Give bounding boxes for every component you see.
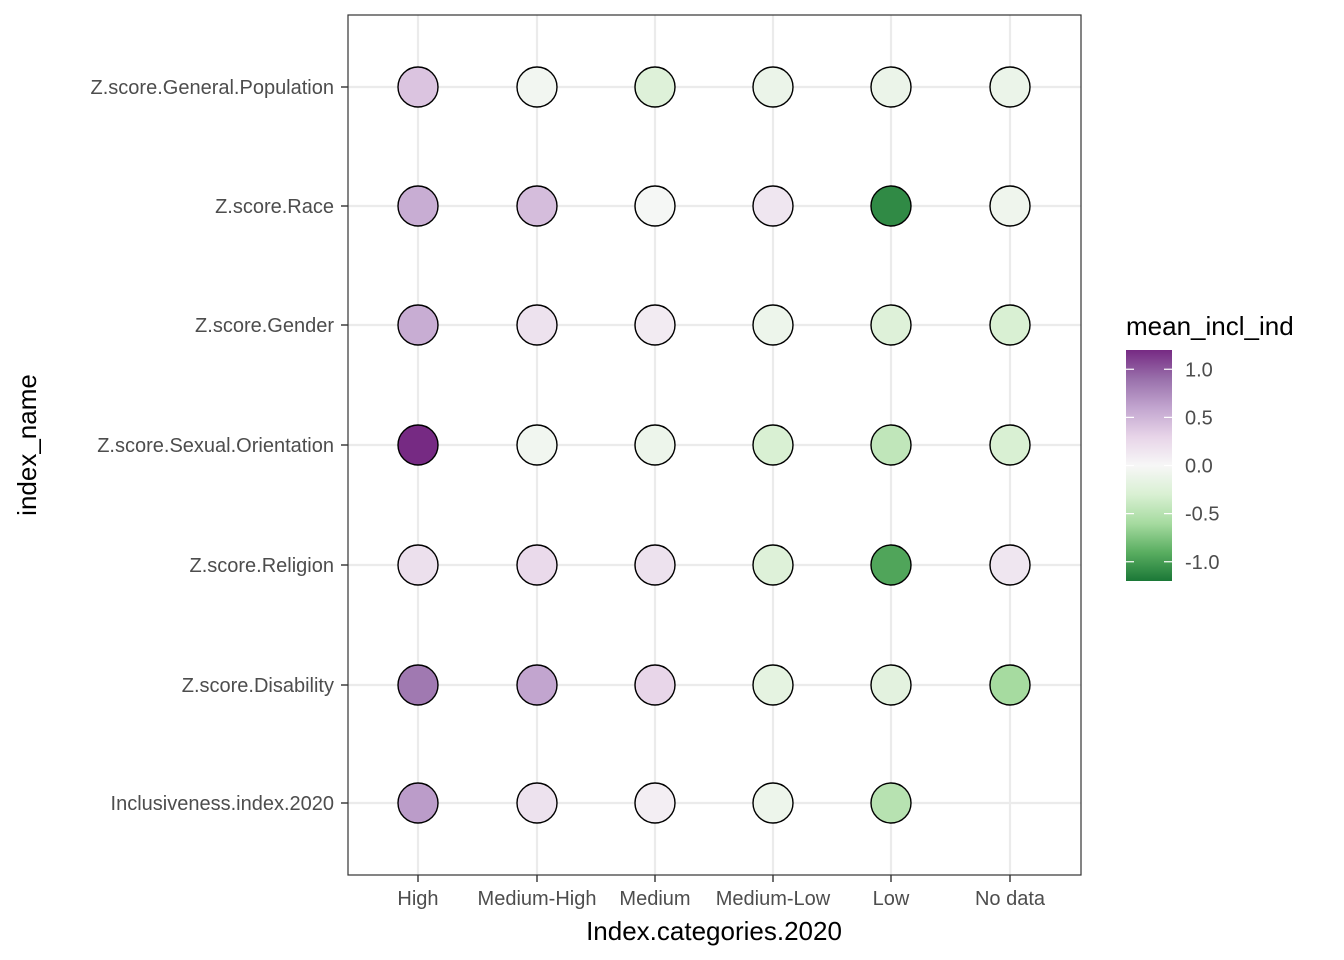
x-axis-ticks: High Medium-High Medium Medium-Low Low No dat… (397, 875, 1046, 910)
y-tick-label-5: Z.score.Disability (182, 675, 334, 697)
point-1-5 (989, 185, 1031, 227)
point-0-3 (752, 66, 794, 108)
x-tick-label-2: Medium (619, 888, 690, 910)
point-6-3 (752, 782, 794, 824)
data-points (397, 66, 1031, 824)
point-5-3 (752, 664, 794, 706)
legend-ticks: 1.0 0.5 0.0 -0.5 -1.0 (1126, 359, 1219, 574)
point-6-0 (397, 782, 439, 824)
point-1-1 (516, 185, 558, 227)
point-4-4 (870, 544, 912, 586)
point-3-4 (870, 424, 912, 466)
y-grid-lines (348, 85, 1081, 805)
legend-label-2: 0.0 (1185, 456, 1213, 478)
x-tick-label-5: No data (975, 888, 1046, 910)
point-5-0 (397, 664, 439, 706)
point-2-4 (870, 304, 912, 346)
point-2-1 (516, 304, 558, 346)
x-tick-label-3: Medium-Low (716, 888, 831, 910)
point-6-4 (870, 782, 912, 824)
legend-label-3: -0.5 (1185, 504, 1219, 526)
point-4-2 (634, 544, 676, 586)
y-tick-label-6: Inclusiveness.index.2020 (111, 793, 334, 815)
legend-label-1: 0.5 (1185, 407, 1213, 429)
point-4-5 (989, 544, 1031, 586)
y-axis-ticks: Z.score.General.Population Z.score.Race Z.… (91, 77, 348, 815)
point-2-3 (752, 304, 794, 346)
point-4-3 (752, 544, 794, 586)
point-0-5 (989, 66, 1031, 108)
point-4-1 (516, 544, 558, 586)
legend-label-4: -1.0 (1185, 552, 1219, 574)
point-3-5 (989, 424, 1031, 466)
point-0-0 (397, 66, 439, 108)
point-3-2 (634, 424, 676, 466)
point-1-2 (634, 185, 676, 227)
x-tick-label-4: Low (873, 888, 910, 910)
y-tick-label-3: Z.score.Sexual.Orientation (97, 435, 334, 457)
point-6-2 (634, 782, 676, 824)
y-tick-label-4: Z.score.Religion (189, 555, 334, 577)
point-1-3 (752, 185, 794, 227)
point-5-1 (516, 664, 558, 706)
point-3-0 (397, 424, 439, 466)
point-3-3 (752, 424, 794, 466)
point-1-0 (397, 185, 439, 227)
point-2-5 (989, 304, 1031, 346)
point-2-0 (397, 304, 439, 346)
x-axis-title: Index.categories.2020 (586, 916, 842, 946)
y-tick-label-1: Z.score.Race (215, 196, 334, 218)
point-1-4 (870, 185, 912, 227)
point-5-5 (989, 664, 1031, 706)
legend-label-0: 1.0 (1185, 359, 1213, 381)
point-2-2 (634, 304, 676, 346)
y-tick-label-0: Z.score.General.Population (91, 77, 334, 99)
point-0-4 (870, 66, 912, 108)
point-5-2 (634, 664, 676, 706)
point-4-0 (397, 544, 439, 586)
x-tick-label-0: High (397, 888, 438, 910)
point-3-1 (516, 424, 558, 466)
y-axis-title: index_name (12, 374, 42, 516)
legend-title: mean_incl_ind (1126, 311, 1294, 341)
point-6-1 (516, 782, 558, 824)
point-0-2 (634, 66, 676, 108)
point-0-1 (516, 66, 558, 108)
x-tick-label-1: Medium-High (478, 888, 597, 910)
y-tick-label-2: Z.score.Gender (195, 315, 334, 337)
point-5-4 (870, 664, 912, 706)
